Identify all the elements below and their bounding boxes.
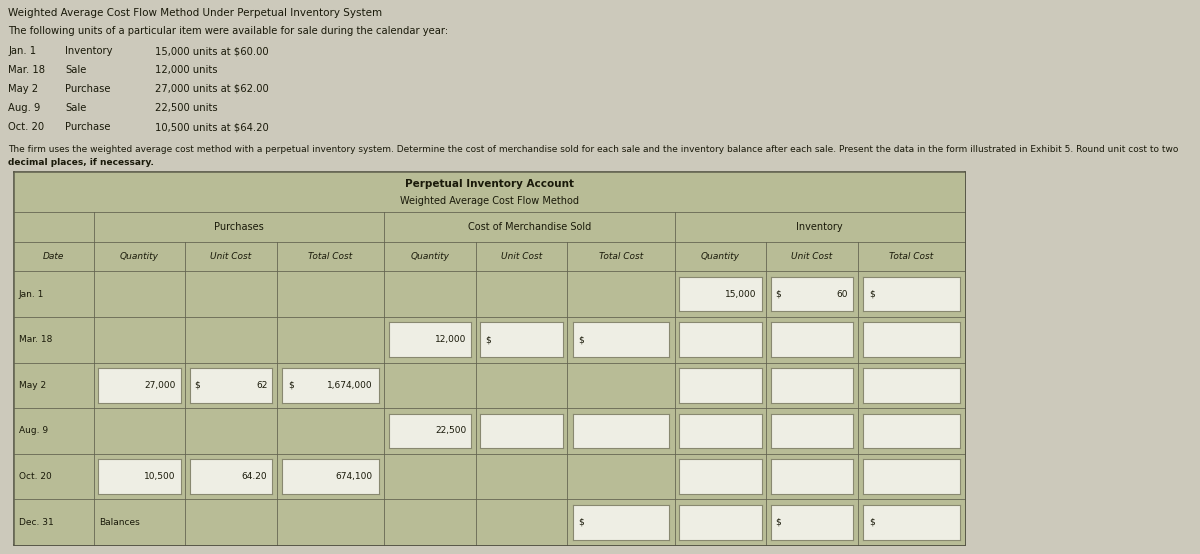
Text: 1,674,000: 1,674,000 <box>328 381 373 390</box>
Text: 10,500: 10,500 <box>144 472 175 481</box>
Text: Aug. 9: Aug. 9 <box>19 427 48 435</box>
Text: 27,000: 27,000 <box>144 381 175 390</box>
Text: decimal places, if necessary.: decimal places, if necessary. <box>8 158 154 167</box>
Text: The following units of a particular item were available for sale during the cale: The following units of a particular item… <box>8 26 448 36</box>
Text: $: $ <box>485 335 491 344</box>
Text: $: $ <box>775 517 781 527</box>
Text: Total Cost: Total Cost <box>599 252 643 261</box>
Text: 15,000: 15,000 <box>725 290 757 299</box>
Text: Quantity: Quantity <box>410 252 449 261</box>
Text: Inventory: Inventory <box>65 46 113 56</box>
Text: 15,000 units at $60.00: 15,000 units at $60.00 <box>155 46 269 56</box>
Text: $: $ <box>288 381 294 390</box>
Text: 22,500: 22,500 <box>434 427 466 435</box>
Text: Unit Cost: Unit Cost <box>791 252 833 261</box>
Text: Weighted Average Cost Flow Method: Weighted Average Cost Flow Method <box>400 196 580 206</box>
Text: Purchase: Purchase <box>65 122 110 132</box>
Text: Purchase: Purchase <box>65 84 110 94</box>
Text: Mar. 18: Mar. 18 <box>8 65 46 75</box>
Text: May 2: May 2 <box>8 84 38 94</box>
Text: Unit Cost: Unit Cost <box>210 252 252 261</box>
Text: 12,000 units: 12,000 units <box>155 65 217 75</box>
Text: Date: Date <box>43 252 65 261</box>
Text: Jan. 1: Jan. 1 <box>8 46 36 56</box>
Text: Cost of Merchandise Sold: Cost of Merchandise Sold <box>468 222 590 232</box>
Text: 10,500 units at $64.20: 10,500 units at $64.20 <box>155 122 269 132</box>
Text: $: $ <box>578 517 584 527</box>
Text: Weighted Average Cost Flow Method Under Perpetual Inventory System: Weighted Average Cost Flow Method Under … <box>8 8 382 18</box>
Text: The firm uses the weighted average cost method with a perpetual inventory system: The firm uses the weighted average cost … <box>8 145 1178 154</box>
Text: Dec. 31: Dec. 31 <box>19 517 54 527</box>
Text: Oct. 20: Oct. 20 <box>8 122 44 132</box>
Text: Balances: Balances <box>100 517 139 527</box>
Text: Mar. 18: Mar. 18 <box>19 335 52 344</box>
Text: Total Cost: Total Cost <box>308 252 353 261</box>
Text: Perpetual Inventory Account: Perpetual Inventory Account <box>406 179 574 189</box>
Text: Aug. 9: Aug. 9 <box>8 103 41 113</box>
Text: $: $ <box>194 381 200 390</box>
Text: Inventory: Inventory <box>797 222 844 232</box>
Text: 62: 62 <box>256 381 268 390</box>
Text: 27,000 units at $62.00: 27,000 units at $62.00 <box>155 84 269 94</box>
Text: Unit Cost: Unit Cost <box>500 252 542 261</box>
Text: Sale: Sale <box>65 65 86 75</box>
Text: Total Cost: Total Cost <box>889 252 934 261</box>
Text: Sale: Sale <box>65 103 86 113</box>
Text: 60: 60 <box>836 290 848 299</box>
Text: Quantity: Quantity <box>120 252 158 261</box>
Text: 22,500 units: 22,500 units <box>155 103 217 113</box>
Text: 64.20: 64.20 <box>241 472 268 481</box>
Text: $: $ <box>869 517 875 527</box>
Text: Oct. 20: Oct. 20 <box>19 472 52 481</box>
Text: Quantity: Quantity <box>701 252 740 261</box>
Text: Jan. 1: Jan. 1 <box>19 290 44 299</box>
Text: $: $ <box>869 290 875 299</box>
Text: $: $ <box>578 335 584 344</box>
Text: May 2: May 2 <box>19 381 46 390</box>
Text: Purchases: Purchases <box>214 222 264 232</box>
Text: 674,100: 674,100 <box>336 472 373 481</box>
Text: 12,000: 12,000 <box>434 335 466 344</box>
Text: $: $ <box>775 290 781 299</box>
